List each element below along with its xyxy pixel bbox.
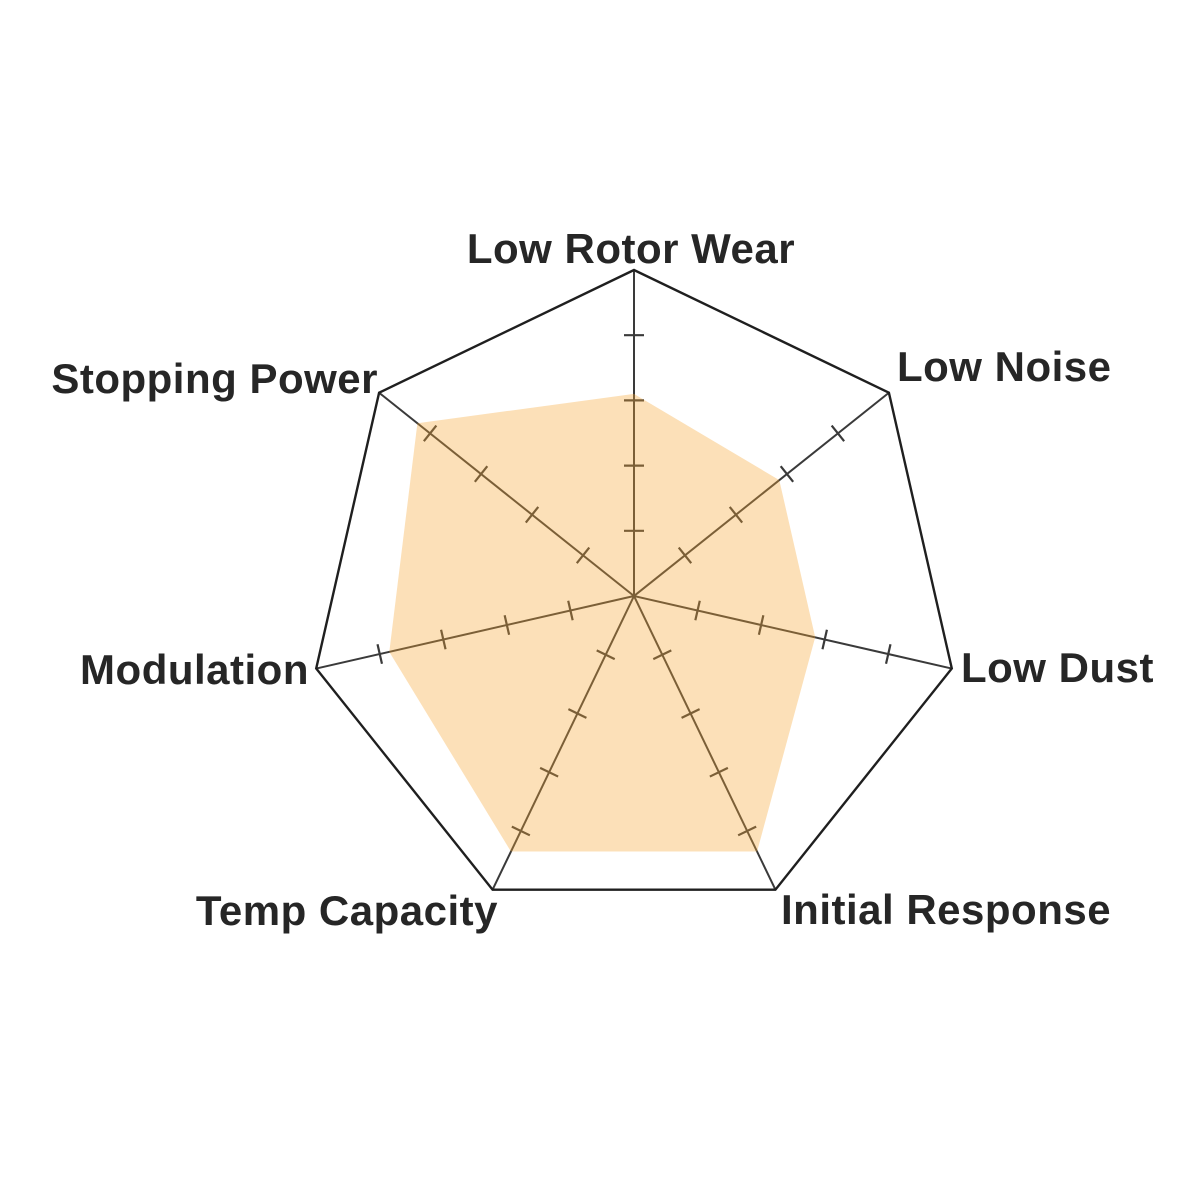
tick-mark (757, 615, 765, 636)
axis-label-modulation: Modulation (80, 646, 309, 693)
tick-mark (821, 629, 828, 650)
spoke-line (633, 595, 777, 891)
tick-mark (779, 465, 795, 483)
tick-mark (596, 649, 616, 661)
tick-mark (473, 465, 489, 483)
tick-mark (423, 424, 438, 442)
tick-mark (503, 615, 511, 636)
spoke-line (491, 595, 635, 891)
spoke-line (633, 391, 890, 597)
tick-mark (709, 766, 729, 778)
tick-mark (575, 546, 591, 564)
tick-mark (737, 825, 757, 837)
chart-outline-heptagon (314, 268, 954, 891)
axis-label-temp-capacity: Temp Capacity (196, 887, 498, 934)
tick-mark (376, 644, 384, 665)
tick-mark (652, 649, 672, 661)
tick-mark (677, 546, 693, 564)
tick-mark (524, 506, 540, 524)
tick-mark (539, 766, 559, 778)
tick-mark (830, 424, 845, 442)
axis-label-low-noise: Low Noise (897, 343, 1112, 390)
data-series-polygon (389, 393, 816, 852)
axis-tick-marks (376, 334, 892, 837)
tick-mark (694, 600, 701, 621)
spoke-line (633, 595, 953, 670)
tick-mark (728, 506, 744, 524)
tick-mark (440, 629, 447, 650)
tick-mark (681, 708, 701, 719)
axis-spokes (315, 270, 953, 891)
axis-label-initial-response: Initial Response (781, 886, 1111, 933)
tick-mark (511, 825, 531, 837)
tick-mark (884, 644, 892, 665)
axis-label-stopping-power: Stopping Power (51, 355, 378, 402)
tick-mark (567, 708, 587, 719)
axis-label-low-rotor-wear: Low Rotor Wear (467, 225, 795, 272)
axis-label-low-dust: Low Dust (961, 644, 1154, 691)
spoke-line (315, 595, 635, 670)
tick-mark (567, 600, 574, 621)
spoke-line (378, 391, 635, 597)
